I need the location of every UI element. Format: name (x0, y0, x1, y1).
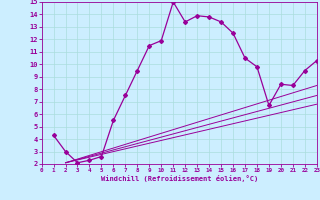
X-axis label: Windchill (Refroidissement éolien,°C): Windchill (Refroidissement éolien,°C) (100, 175, 258, 182)
